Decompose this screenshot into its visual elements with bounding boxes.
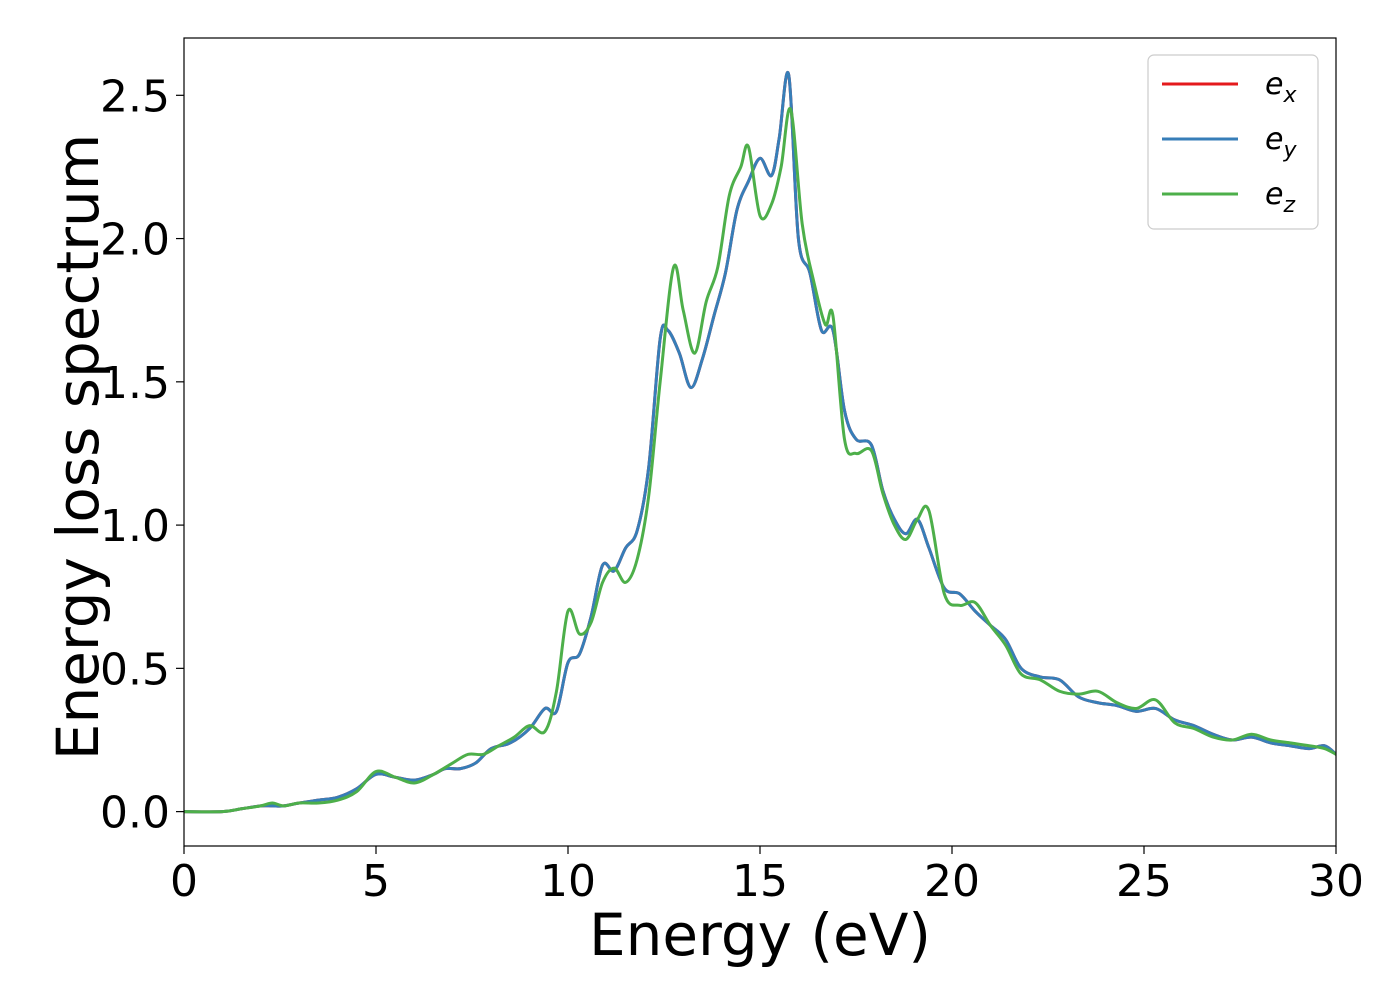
- y-tick-label: 2.0: [100, 215, 170, 266]
- legend-label-y: ey: [1265, 122, 1297, 163]
- legend-label-z: ez: [1265, 177, 1295, 218]
- y-tick-label: 1.0: [100, 501, 170, 552]
- y-axis-ticks: 0.0 0.5 1.0 1.5 2.0 2.5: [100, 71, 184, 839]
- legend-box: [1147, 54, 1319, 230]
- series-layer: [184, 71, 1336, 814]
- y-tick-label: 0.0: [100, 788, 170, 839]
- x-tick-label: 25: [1116, 856, 1172, 907]
- y-tick-label: 1.5: [100, 358, 170, 409]
- x-axis-ticks: 0 5 10 15 20 25 30: [170, 846, 1364, 907]
- y-tick-label: 2.5: [100, 71, 170, 122]
- x-tick-label: 30: [1308, 856, 1364, 907]
- legend: ex ey ez: [1147, 54, 1319, 230]
- x-tick-label: 10: [540, 856, 596, 907]
- y-axis-label: Energy loss spectrum: [44, 134, 112, 760]
- legend-label-x: ex: [1265, 67, 1297, 108]
- x-axis-label: Energy (eV): [589, 901, 931, 969]
- x-tick-label: 5: [362, 856, 390, 907]
- x-tick-label: 15: [732, 856, 788, 907]
- series-line-z: [184, 107, 1336, 814]
- x-tick-label: 0: [170, 856, 198, 907]
- y-tick-label: 0.5: [100, 644, 170, 695]
- x-tick-label: 20: [924, 856, 980, 907]
